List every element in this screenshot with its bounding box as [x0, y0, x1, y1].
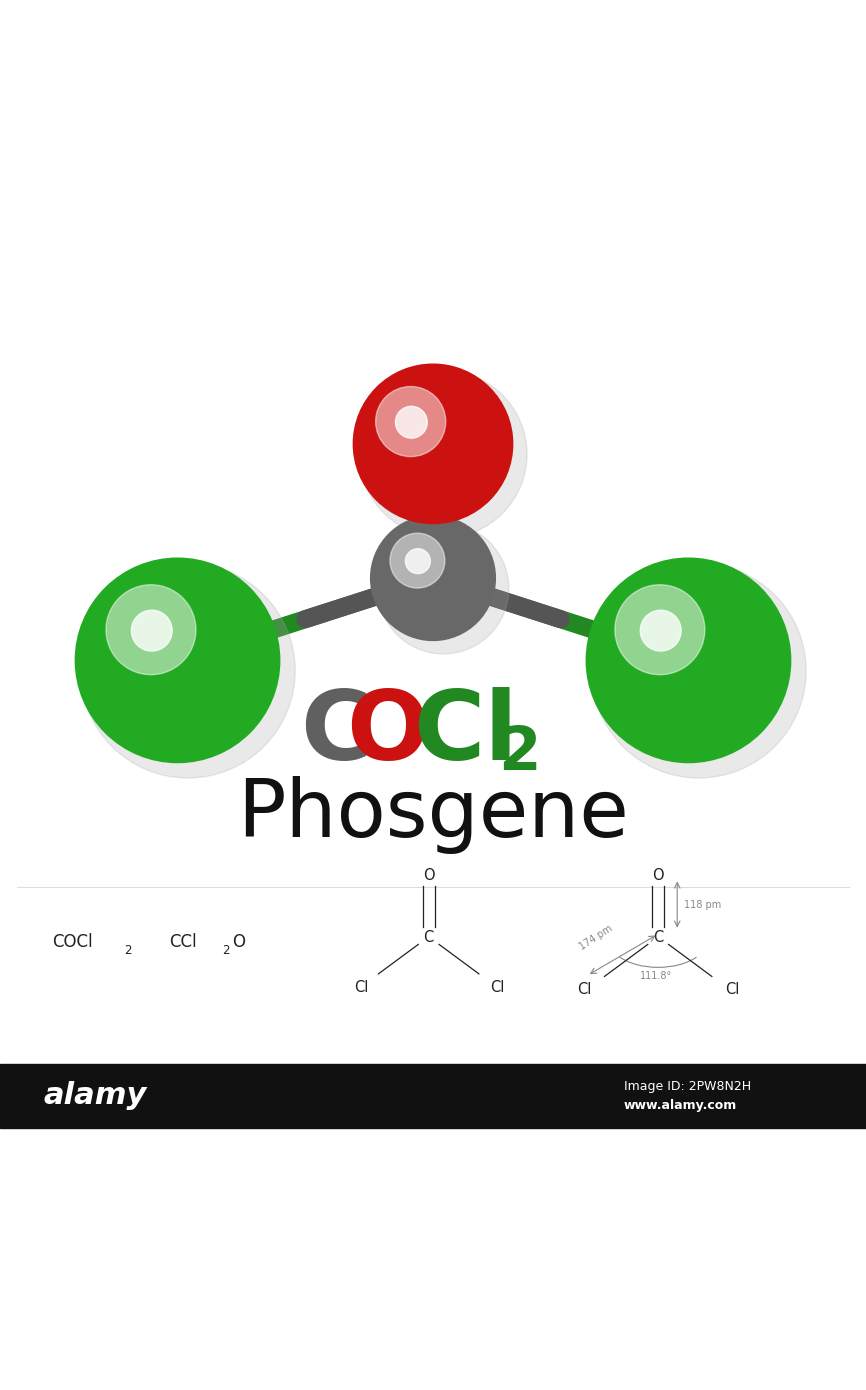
Circle shape: [586, 559, 791, 763]
Text: Image ID: 2PW8N2H: Image ID: 2PW8N2H: [624, 1080, 751, 1093]
Text: Cl: Cl: [726, 981, 740, 997]
Text: O: O: [423, 867, 435, 883]
Text: C: C: [653, 930, 663, 945]
Circle shape: [81, 563, 295, 778]
Bar: [0, 1063, 866, 1129]
Text: C: C: [301, 688, 372, 780]
Circle shape: [132, 610, 172, 651]
Text: Phosgene: Phosgene: [237, 776, 629, 853]
Circle shape: [396, 406, 427, 438]
Text: O: O: [652, 867, 664, 883]
Text: 2: 2: [223, 944, 230, 956]
Circle shape: [371, 516, 495, 641]
Circle shape: [640, 610, 682, 651]
Circle shape: [405, 549, 430, 574]
Text: alamy: alamy: [43, 1081, 146, 1111]
Text: 118 pm: 118 pm: [684, 899, 721, 909]
Text: CCl: CCl: [169, 933, 197, 951]
Text: www.alamy.com: www.alamy.com: [624, 1099, 737, 1112]
Text: 2: 2: [498, 724, 541, 783]
Text: 2: 2: [124, 944, 132, 956]
Circle shape: [378, 523, 509, 653]
Circle shape: [353, 364, 513, 524]
Text: C: C: [423, 930, 434, 945]
Text: 111.8°: 111.8°: [640, 972, 673, 981]
Circle shape: [591, 563, 806, 778]
Text: Cl: Cl: [578, 981, 591, 997]
Text: 174 pm: 174 pm: [578, 923, 614, 952]
Circle shape: [390, 534, 445, 588]
Text: Cl: Cl: [354, 980, 368, 995]
Text: O: O: [346, 688, 430, 780]
Circle shape: [376, 386, 446, 456]
Circle shape: [359, 371, 527, 538]
Circle shape: [75, 559, 280, 763]
Circle shape: [106, 585, 196, 674]
Text: COCl: COCl: [52, 933, 93, 951]
Text: Cl: Cl: [490, 980, 504, 995]
Text: Cl: Cl: [414, 688, 518, 780]
Circle shape: [615, 585, 705, 674]
Text: O: O: [232, 933, 245, 951]
